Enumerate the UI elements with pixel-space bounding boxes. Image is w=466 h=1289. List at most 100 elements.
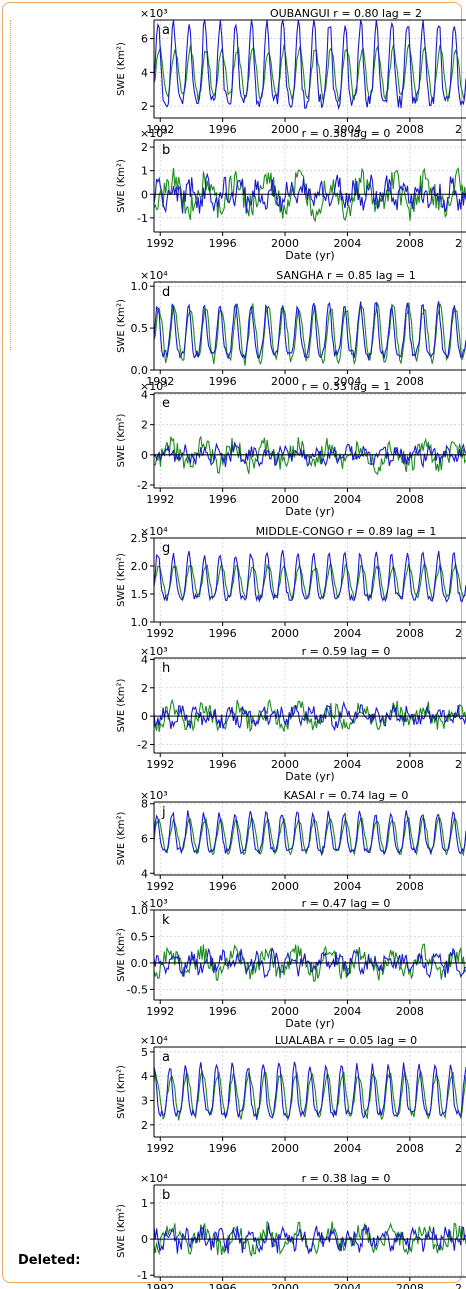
x-tick-label: 2004 bbox=[333, 123, 361, 136]
series-line-modeled bbox=[153, 943, 466, 983]
y-tick-label: -2 bbox=[137, 738, 148, 751]
y-tick-label: -0.5 bbox=[127, 983, 148, 996]
y-tick-label: 1.0 bbox=[131, 616, 149, 629]
x-axis-label: Date (yr) bbox=[285, 505, 334, 518]
x-tick-label: 2 bbox=[455, 1142, 462, 1155]
x-tick-label: 2000 bbox=[271, 123, 299, 136]
y-tick-label: 0 bbox=[141, 1233, 148, 1246]
x-tick-label: 1992 bbox=[146, 627, 174, 640]
x-tick-label: 2008 bbox=[396, 123, 424, 136]
axis-multiplier: ×10³ bbox=[140, 127, 168, 140]
x-tick-label: 2004 bbox=[333, 237, 361, 250]
x-tick-label: 1992 bbox=[146, 880, 174, 893]
y-tick-label: 1.0 bbox=[131, 904, 149, 917]
y-axis-label: SWE (Km²) bbox=[116, 1204, 127, 1258]
chart-title: r = 0.47 lag = 0 bbox=[302, 897, 391, 910]
x-tick-label: 2008 bbox=[396, 880, 424, 893]
series-line-modeled bbox=[153, 1070, 466, 1122]
y-tick-label: 0.5 bbox=[131, 930, 149, 943]
x-tick-label: 2000 bbox=[271, 1142, 299, 1155]
deleted-label: Deleted: bbox=[18, 1253, 81, 1268]
x-tick-label: 2000 bbox=[271, 237, 299, 250]
y-tick-label: 0.5 bbox=[131, 322, 149, 335]
chart-title: OUBANGUI r = 0.80 lag = 2 bbox=[270, 7, 422, 20]
series-line-modeled bbox=[153, 166, 466, 223]
y-tick-label: 6 bbox=[141, 833, 148, 846]
y-tick-label: 2 bbox=[141, 682, 148, 695]
x-tick-label: 1996 bbox=[209, 758, 237, 771]
y-tick-label: 0 bbox=[141, 449, 148, 462]
y-tick-label: 1.5 bbox=[131, 588, 149, 601]
y-tick-label: 4 bbox=[141, 867, 148, 880]
x-tick-label: 1992 bbox=[146, 758, 174, 771]
x-tick-label: 1996 bbox=[209, 1282, 237, 1289]
x-tick-label: 1992 bbox=[146, 493, 174, 506]
x-tick-label: 2 bbox=[455, 237, 462, 250]
chart-title: KASAI r = 0.74 lag = 0 bbox=[284, 789, 409, 802]
chart-title: SANGHA r = 0.85 lag = 1 bbox=[276, 269, 415, 282]
y-tick-label: 2 bbox=[141, 419, 148, 432]
axis-multiplier: ×10³ bbox=[140, 789, 168, 802]
chart-title: r = 0.38 lag = 0 bbox=[302, 1172, 391, 1185]
y-axis-label: SWE (Km²) bbox=[116, 1065, 127, 1119]
x-tick-label: 1992 bbox=[146, 123, 174, 136]
x-axis-label: Date (yr) bbox=[285, 770, 334, 783]
y-axis-label: SWE (Km²) bbox=[116, 811, 127, 865]
y-tick-label: 2.5 bbox=[131, 532, 149, 545]
axis-multiplier: ×10³ bbox=[140, 897, 168, 910]
panel-letter: b bbox=[162, 1188, 170, 1203]
x-tick-label: 2000 bbox=[271, 493, 299, 506]
x-tick-label: 2004 bbox=[333, 1005, 361, 1018]
series-line-observed bbox=[153, 810, 466, 857]
x-tick-label: 1992 bbox=[146, 1005, 174, 1018]
y-tick-label: 2 bbox=[141, 141, 148, 154]
series-line-observed bbox=[153, 301, 466, 362]
x-tick-label: 1996 bbox=[209, 627, 237, 640]
series-line-observed bbox=[153, 1224, 466, 1254]
chart-title: r = 0.33 lag = 1 bbox=[302, 380, 391, 393]
x-tick-label: 2000 bbox=[271, 1005, 299, 1018]
panel-letter: a bbox=[162, 1050, 170, 1065]
y-tick-label: -1 bbox=[137, 212, 148, 225]
x-tick-label: 2000 bbox=[271, 375, 299, 388]
y-axis-label: SWE (Km²) bbox=[116, 678, 127, 732]
chart-title: r = 0.38 lag = 0 bbox=[302, 127, 391, 140]
y-tick-label: 0.0 bbox=[131, 957, 149, 970]
panel-letter: j bbox=[161, 805, 166, 820]
y-tick-label: -2 bbox=[137, 479, 148, 492]
y-axis-label: SWE (Km²) bbox=[116, 42, 127, 96]
y-tick-label: 2 bbox=[141, 100, 148, 113]
x-tick-label: 1992 bbox=[146, 237, 174, 250]
series-line-observed bbox=[153, 172, 466, 214]
x-tick-label: 2 bbox=[455, 1282, 462, 1289]
x-tick-label: 2008 bbox=[396, 493, 424, 506]
margin-line bbox=[0, 20, 11, 350]
x-tick-label: 1996 bbox=[209, 1005, 237, 1018]
x-tick-label: 2004 bbox=[333, 1142, 361, 1155]
x-tick-label: 2008 bbox=[396, 758, 424, 771]
x-tick-label: 2004 bbox=[333, 1282, 361, 1289]
y-tick-label: 0 bbox=[141, 188, 148, 201]
y-tick-label: 2.0 bbox=[131, 560, 149, 573]
chart-title: LUALABA r = 0.05 lag = 0 bbox=[275, 1034, 417, 1047]
x-tick-label: 2008 bbox=[396, 1005, 424, 1018]
y-axis-label: SWE (Km²) bbox=[116, 413, 127, 467]
panel-letter: b bbox=[162, 143, 170, 158]
panel-letter: k bbox=[162, 913, 170, 928]
series-line-observed bbox=[153, 1061, 466, 1120]
x-tick-label: 2 bbox=[455, 123, 462, 136]
series-line-modeled bbox=[153, 302, 466, 366]
y-tick-label: 4 bbox=[141, 389, 148, 402]
chart-title: MIDDLE-CONGO r = 0.89 lag = 1 bbox=[256, 525, 437, 538]
y-tick-label: 4 bbox=[141, 1070, 148, 1083]
y-tick-label: 4 bbox=[141, 653, 148, 666]
x-tick-label: 2008 bbox=[396, 1142, 424, 1155]
panel-letter: d bbox=[162, 285, 170, 300]
y-tick-label: 1 bbox=[141, 165, 148, 178]
y-tick-label: 4 bbox=[141, 66, 148, 79]
x-tick-label: 2008 bbox=[396, 375, 424, 388]
axis-multiplier: ×10⁴ bbox=[140, 269, 168, 282]
y-axis-label: SWE (Km²) bbox=[116, 553, 127, 607]
y-axis-label: SWE (Km²) bbox=[116, 159, 127, 213]
